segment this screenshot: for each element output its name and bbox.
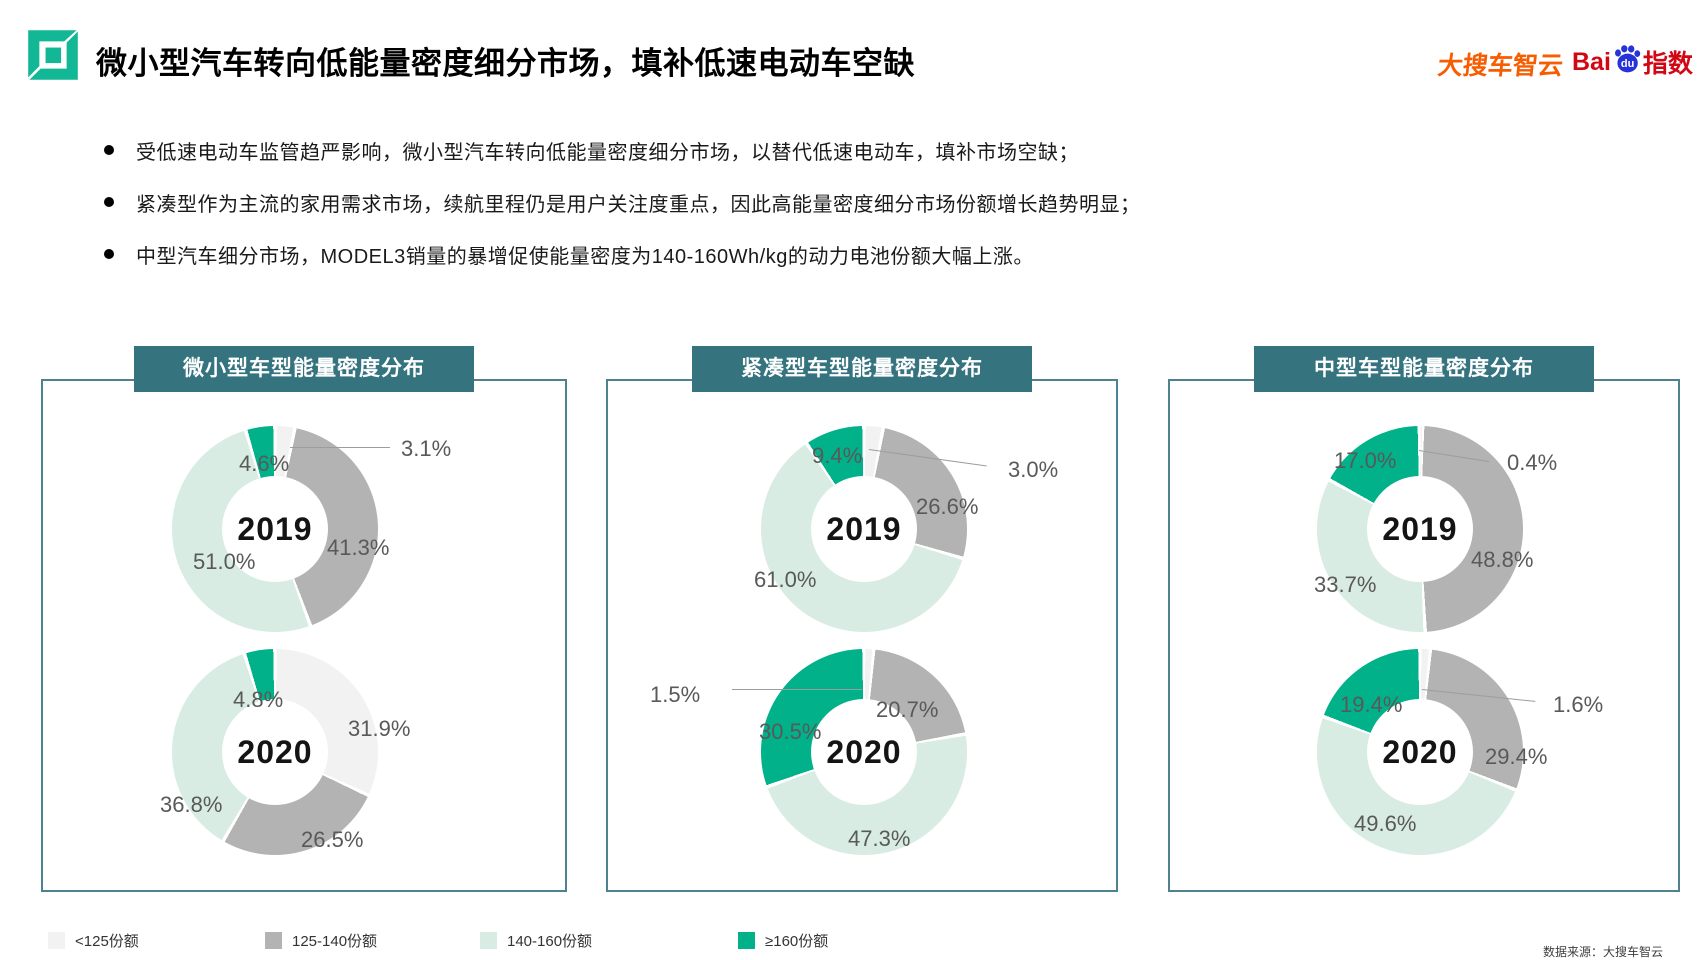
pct-label-lt125: 3.1%	[401, 436, 452, 461]
panel-compact-car: 紧凑型车型能量密度分布 2019 3.0% 26.6% 61.0% 9.4% 2…	[606, 346, 1118, 892]
pct-label-lt125: 31.9%	[348, 716, 411, 741]
page-title: 微小型汽车转向低能量密度细分市场，填补低速电动车空缺	[96, 46, 915, 81]
donut-year-label: 2020	[237, 733, 313, 770]
baidu-index-text: 指数	[1642, 50, 1693, 78]
pct-label-125-140: 41.3%	[327, 535, 390, 560]
legend-label: <125份额	[75, 933, 139, 950]
pct-label-125-140: 26.6%	[916, 494, 979, 519]
pct-label-140-160: 61.0%	[754, 567, 817, 592]
bullet-item: 紧凑型作为主流的家用需求市场，续航里程仍是用户关注度重点，因此高能量密度细分市场…	[104, 176, 1141, 228]
pct-label-lt125: 3.0%	[1008, 457, 1059, 482]
legend-item-ge160: ≥160份额	[738, 930, 828, 951]
legend-swatch	[480, 932, 497, 949]
legend-label: 140-160份额	[507, 933, 593, 950]
pct-label-lt125: 0.4%	[1507, 450, 1558, 475]
pct-label-ge160: 9.4%	[812, 443, 863, 468]
pct-label-125-140: 48.8%	[1471, 547, 1534, 572]
baidu-paw-icon: du	[1614, 45, 1641, 73]
pct-label-140-160: 49.6%	[1354, 811, 1417, 836]
baidu-bai-text: Bai	[1572, 47, 1611, 76]
bullet-list: 受低速电动车监管趋严影响，微小型汽车转向低能量密度细分市场，以替代低速电动车，填…	[104, 124, 1141, 280]
pct-label-140-160: 36.8%	[160, 792, 223, 817]
brand-dasouche-logo: 大搜车智云	[1436, 52, 1565, 80]
bullet-dot-icon	[104, 145, 114, 155]
brand-baidu-index-logo: Bai du 指数	[1572, 44, 1693, 80]
legend-swatch	[738, 932, 755, 949]
panel-title: 中型车型能量密度分布	[1254, 346, 1594, 392]
donut-year-label: 2020	[826, 733, 902, 770]
donut-year-label: 2019	[237, 510, 313, 547]
legend-swatch	[48, 932, 65, 949]
dasouche-logo-icon	[28, 30, 78, 80]
panel-mid-car: 中型车型能量密度分布 2019 0.4% 48.8% 33.7% 17.0% 2…	[1168, 346, 1680, 892]
panel-title: 微小型车型能量密度分布	[134, 346, 474, 392]
donut-year-label: 2020	[1382, 733, 1458, 770]
panel-micro-car: 微小型车型能量密度分布 2019 3.1% 41.3% 51.0% 4.6% 2…	[41, 346, 567, 892]
pct-label-140-160: 51.0%	[193, 549, 256, 574]
pct-label-140-160: 47.3%	[848, 826, 911, 851]
donut-year-label: 2019	[1382, 510, 1458, 547]
bullet-item: 受低速电动车监管趋严影响，微小型汽车转向低能量密度细分市场，以替代低速电动车，填…	[104, 124, 1141, 176]
leader-line	[732, 689, 862, 690]
bullet-dot-icon	[104, 197, 114, 207]
pct-label-ge160: 17.0%	[1334, 448, 1397, 473]
pct-label-125-140: 29.4%	[1485, 744, 1548, 769]
data-source: 数据来源：大搜车智云	[1542, 945, 1663, 959]
donut-chart-2019: 2019	[172, 426, 378, 632]
legend-label: 125-140份额	[292, 933, 378, 950]
donut-hole: 2019	[1367, 476, 1473, 582]
pct-label-140-160: 33.7%	[1314, 572, 1377, 597]
donut-chart-2019: 2019	[761, 426, 967, 632]
pct-label-ge160: 19.4%	[1340, 692, 1403, 717]
donut-chart-2020: 2020	[1317, 649, 1523, 855]
legend-swatch	[265, 932, 282, 949]
pct-label-125-140: 20.7%	[876, 697, 939, 722]
leader-line	[290, 447, 390, 448]
donut-hole: 2020	[222, 699, 328, 805]
legend-label: ≥160份额	[765, 933, 829, 950]
pct-label-ge160: 4.6%	[239, 451, 290, 476]
panel-title: 紧凑型车型能量密度分布	[692, 346, 1032, 392]
donut-chart-2020: 2020	[172, 649, 378, 855]
donut-year-label: 2019	[826, 510, 902, 547]
donut-hole: 2019	[222, 476, 328, 582]
donut-hole: 2020	[811, 699, 917, 805]
bullet-text: 受低速电动车监管趋严影响，微小型汽车转向低能量密度细分市场，以替代低速电动车，填…	[136, 141, 1079, 164]
bullet-item: 中型汽车细分市场，MODEL3销量的暴增促使能量密度为140-160Wh/kg的…	[104, 228, 1141, 280]
donut-hole: 2020	[1367, 699, 1473, 805]
bullet-text: 中型汽车细分市场，MODEL3销量的暴增促使能量密度为140-160Wh/kg的…	[136, 245, 1034, 268]
pct-label-lt125: 1.5%	[650, 682, 701, 707]
svg-text:du: du	[1621, 58, 1634, 70]
pct-label-125-140: 26.5%	[301, 827, 364, 852]
legend-item-125-140: 125-140份额	[265, 930, 377, 951]
donut-chart-2019: 2019	[1317, 426, 1523, 632]
pct-label-lt125: 1.6%	[1553, 692, 1604, 717]
pct-label-ge160: 30.5%	[759, 719, 822, 744]
legend-item-lt125: <125份额	[48, 930, 139, 951]
legend-item-140-160: 140-160份额	[480, 930, 592, 951]
bullet-text: 紧凑型作为主流的家用需求市场，续航里程仍是用户关注度重点，因此高能量密度细分市场…	[136, 193, 1141, 216]
pct-label-ge160: 4.8%	[233, 687, 284, 712]
donut-chart-2020: 2020	[761, 649, 967, 855]
bullet-dot-icon	[104, 249, 114, 259]
donut-hole: 2019	[811, 476, 917, 582]
